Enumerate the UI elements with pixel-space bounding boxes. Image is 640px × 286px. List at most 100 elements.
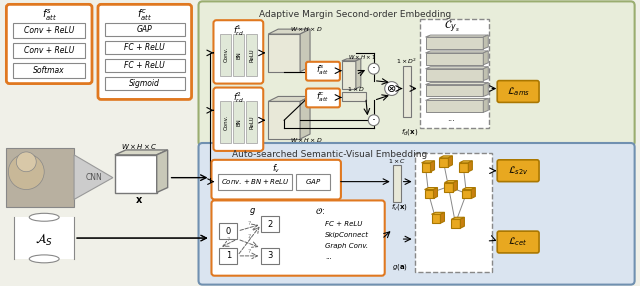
Polygon shape [356,59,361,89]
Polygon shape [268,96,310,102]
Polygon shape [300,29,310,72]
Text: $\mathbf{x}$: $\mathbf{x}$ [134,195,143,205]
Ellipse shape [29,255,59,263]
Text: $Conv.+BN+ReLU$: $Conv.+BN+ReLU$ [221,177,289,186]
Bar [246,102,257,143]
Polygon shape [431,212,444,214]
FancyBboxPatch shape [497,160,539,182]
Bar [426,53,483,65]
Text: ...: ... [325,254,332,260]
Text: Softmax: Softmax [33,66,65,75]
Bar [440,158,449,167]
Bar [431,214,440,223]
FancyBboxPatch shape [306,62,340,81]
Bar [14,217,74,259]
Polygon shape [157,150,168,192]
FancyBboxPatch shape [214,88,263,151]
Bar [342,61,356,89]
Bar [218,174,292,190]
Text: $g(\mathbf{a})$: $g(\mathbf{a})$ [392,262,408,272]
Text: $W\times H\times 1$: $W\times H\times 1$ [348,53,376,61]
FancyBboxPatch shape [497,81,539,102]
Bar [105,59,184,72]
Text: ?: ? [248,237,251,242]
Text: 2: 2 [268,220,273,229]
Bar [6,148,74,207]
Text: $f_v(\mathbf{x})$: $f_v(\mathbf{x})$ [391,202,408,212]
Polygon shape [453,181,458,192]
Bar [451,219,460,228]
Bar [424,190,433,198]
Polygon shape [483,67,488,81]
Text: $W\times H\times D$: $W\times H\times D$ [290,25,323,33]
Text: $f_{rd}^1$: $f_{rd}^1$ [233,23,244,37]
Bar [426,100,483,112]
Bar [393,165,401,202]
Text: $f_{att}^c$: $f_{att}^c$ [316,91,330,104]
Polygon shape [342,59,361,61]
Text: Conv + ReLU: Conv + ReLU [24,26,74,35]
Polygon shape [449,156,452,167]
Text: ·: · [372,62,376,75]
Polygon shape [468,161,472,172]
Bar [261,216,279,232]
FancyBboxPatch shape [497,231,539,253]
Polygon shape [440,156,452,158]
Text: ...: ... [447,114,456,123]
Polygon shape [440,212,444,223]
Text: GAP: GAP [137,25,152,34]
Polygon shape [471,188,476,198]
Polygon shape [74,155,113,199]
Text: $f_{att}^s$: $f_{att}^s$ [42,7,57,23]
Bar [403,66,411,117]
Bar [234,102,244,143]
Polygon shape [460,161,472,163]
Text: Graph Conv.: Graph Conv. [325,243,368,249]
Polygon shape [426,67,488,69]
Bar [444,183,453,192]
Circle shape [17,152,36,172]
Text: Sigmoid: Sigmoid [129,79,160,88]
Polygon shape [483,35,488,49]
Text: $1\times D^2$: $1\times D^2$ [396,57,417,66]
Bar [426,85,483,96]
FancyBboxPatch shape [211,200,385,276]
Polygon shape [426,35,488,37]
Text: $1\times C$: $1\times C$ [388,157,406,165]
Polygon shape [462,188,476,190]
Text: Adaptive Margin Second-order Embedding: Adaptive Margin Second-order Embedding [259,10,451,19]
Ellipse shape [29,213,59,221]
Text: Auto-searched Semantic-Visual Embedding: Auto-searched Semantic-Visual Embedding [232,150,428,159]
Polygon shape [268,29,310,34]
Bar [105,77,184,90]
Text: $f_{att}^s$: $f_{att}^s$ [316,64,330,78]
Bar [115,155,157,192]
Text: $W\times H\times C$: $W\times H\times C$ [121,142,157,152]
Bar [246,34,257,76]
Text: $\mathcal{L}_{s2v}$: $\mathcal{L}_{s2v}$ [508,164,529,177]
Polygon shape [115,150,168,155]
Bar [415,153,492,272]
Bar [342,92,366,102]
Bar [13,23,85,38]
Polygon shape [426,83,488,85]
Text: BN: BN [236,118,241,126]
Text: FC + ReLU: FC + ReLU [325,221,362,227]
FancyBboxPatch shape [198,143,635,285]
Bar [13,63,85,78]
FancyBboxPatch shape [214,20,263,84]
Bar [105,41,184,54]
Text: Conv.: Conv. [223,115,228,130]
Text: $\mathcal{O}$:: $\mathcal{O}$: [315,206,325,216]
Bar [268,102,300,139]
Text: $\mathcal{A}_S$: $\mathcal{A}_S$ [35,232,53,248]
Text: $1\times D$: $1\times D$ [347,85,365,93]
Bar [462,190,471,198]
Text: $GAP$: $GAP$ [305,177,321,186]
Text: $g$: $g$ [249,206,256,217]
Text: $\mathcal{L}_{cet}$: $\mathcal{L}_{cet}$ [508,236,528,249]
Text: ?: ? [227,237,230,242]
Bar [296,174,330,190]
Text: $\mathcal{C}_{y_s}$: $\mathcal{C}_{y_s}$ [444,19,460,35]
Text: CNN: CNN [86,173,102,182]
